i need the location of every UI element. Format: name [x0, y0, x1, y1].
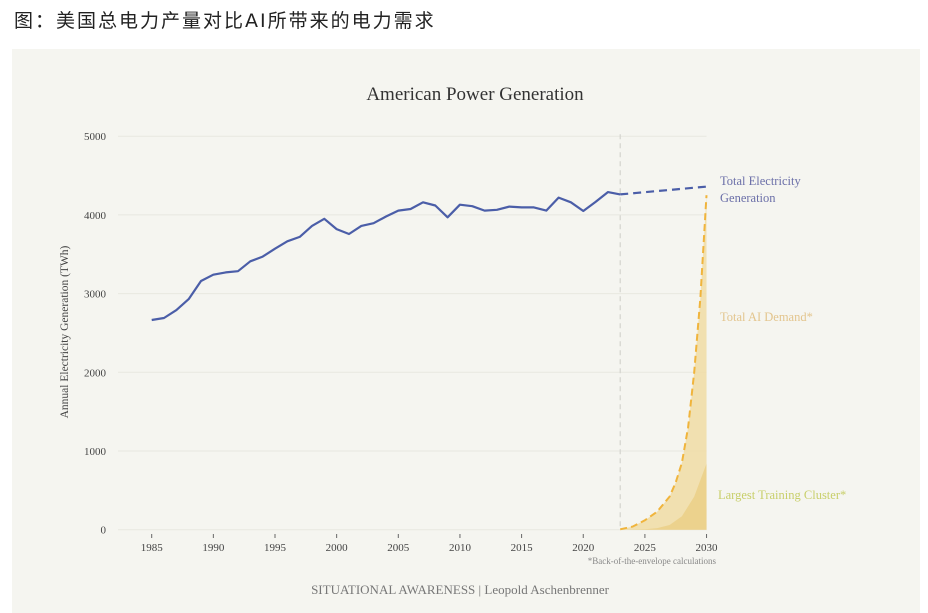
x-tick-label: 2025 — [634, 542, 657, 554]
x-tick-label: 2000 — [326, 542, 349, 554]
label-total-electricity-line1: Total Electricity — [720, 174, 801, 188]
footnote: *Back-of-the-envelope calculations — [588, 556, 717, 566]
x-tick-label: 2030 — [696, 542, 719, 554]
x-tick-label: 1985 — [141, 542, 164, 554]
y-tick-label: 1000 — [84, 446, 107, 458]
total-generation-projection-line — [620, 185, 707, 196]
x-tick-label: 1995 — [264, 542, 287, 554]
chart-title: American Power Generation — [366, 84, 584, 105]
y-tick-label: 5000 — [84, 131, 107, 143]
y-axis-ticks: 0 1000 2000 3000 4000 5000 — [84, 131, 107, 537]
y-tick-label: 2000 — [84, 367, 107, 379]
y-axis-label: Annual Electricity Generation (TWh) — [59, 245, 71, 418]
ai-demand-line — [619, 195, 708, 531]
training-cluster-area — [620, 463, 707, 530]
chart-panel — [12, 49, 920, 613]
total-generation-line — [151, 191, 621, 322]
y-tick-label: 3000 — [84, 289, 107, 301]
label-largest-training-cluster: Largest Training Cluster* — [718, 488, 846, 502]
series-layer — [151, 185, 708, 531]
label-total-ai-demand: Total AI Demand* — [720, 310, 813, 324]
ai-demand-area — [620, 195, 707, 530]
y-tick-label: 0 — [101, 525, 107, 537]
y-tick-label: 4000 — [84, 210, 107, 222]
source-credit: SITUATIONAL AWARENESS | Leopold Aschenbr… — [311, 582, 610, 597]
x-tick-label: 2010 — [449, 542, 472, 554]
x-axis-ticks: 1985 1990 1995 2000 2005 2010 2015 2020 2025 2030 — [141, 534, 718, 554]
x-tick-label: 2015 — [511, 542, 534, 554]
label-total-electricity-line2: Generation — [720, 191, 776, 205]
figure-caption: 图：美国总电力产量对比AI所带来的电力需求 — [14, 10, 436, 32]
x-tick-label: 1990 — [202, 542, 225, 554]
x-tick-label: 2005 — [387, 542, 410, 554]
x-tick-label: 2020 — [572, 542, 595, 554]
gridlines — [118, 135, 707, 531]
